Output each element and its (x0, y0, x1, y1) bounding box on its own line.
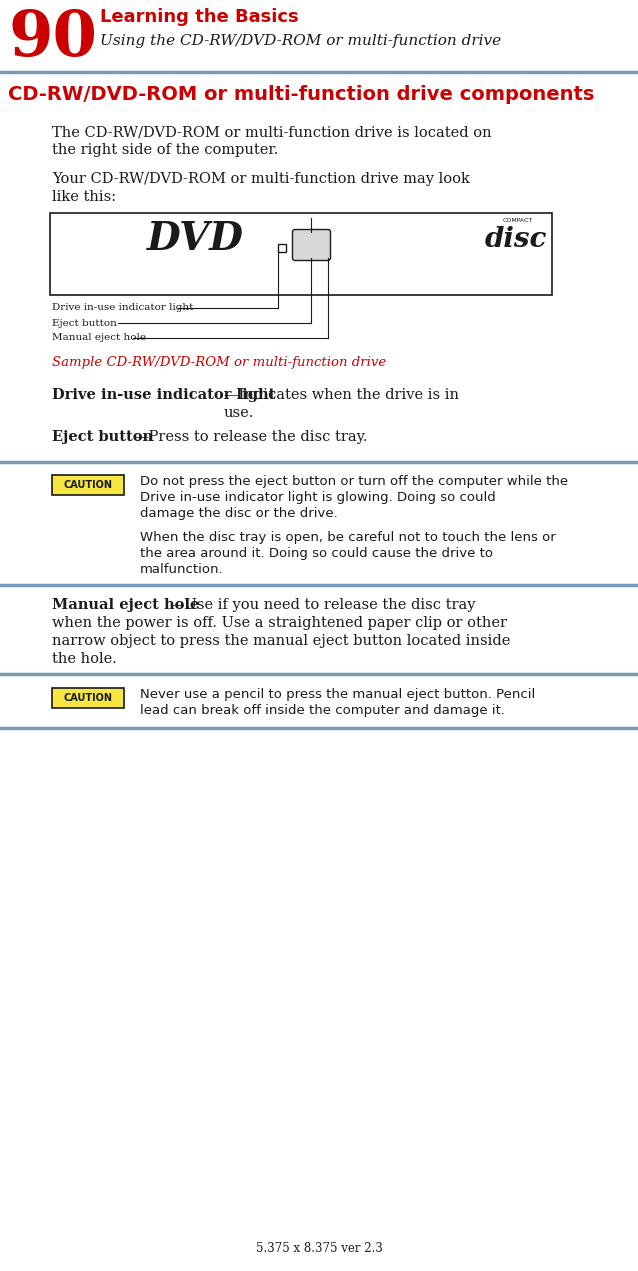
Text: Eject button: Eject button (52, 430, 153, 444)
Text: damage the disc or the drive.: damage the disc or the drive. (140, 507, 338, 520)
Bar (278, 244, 286, 252)
Text: Eject button: Eject button (52, 319, 117, 328)
Text: lead can break off inside the computer and damage it.: lead can break off inside the computer a… (140, 704, 505, 717)
Text: 90: 90 (8, 8, 97, 69)
Bar (50, 214, 552, 295)
Text: malfunction.: malfunction. (140, 563, 224, 576)
Text: Manual eject hole: Manual eject hole (52, 597, 199, 613)
Text: Drive in-use indicator light: Drive in-use indicator light (52, 304, 193, 313)
Text: —Press to release the disc tray.: —Press to release the disc tray. (134, 430, 367, 444)
Bar (52, 688, 124, 708)
Bar (52, 475, 124, 494)
Text: When the disc tray is open, be careful not to touch the lens or: When the disc tray is open, be careful n… (140, 531, 556, 544)
Text: narrow object to press the manual eject button located inside: narrow object to press the manual eject … (52, 634, 510, 648)
Text: Using the CD-RW/DVD-ROM or multi-function drive: Using the CD-RW/DVD-ROM or multi-functio… (100, 34, 501, 48)
Text: Drive in-use indicator light: Drive in-use indicator light (52, 388, 276, 402)
Text: DVD: DVD (147, 220, 244, 258)
Text: the right side of the computer.: the right side of the computer. (52, 144, 278, 158)
Text: CAUTION: CAUTION (64, 480, 112, 491)
Text: Sample CD-RW/DVD-ROM or multi-function drive: Sample CD-RW/DVD-ROM or multi-function d… (52, 356, 386, 369)
Text: CD-RW/DVD-ROM or multi-function drive components: CD-RW/DVD-ROM or multi-function drive co… (8, 85, 595, 104)
Text: —Indicates when the drive is in: —Indicates when the drive is in (224, 388, 459, 402)
Text: Never use a pencil to press the manual eject button. Pencil: Never use a pencil to press the manual e… (140, 688, 535, 702)
Text: Manual eject hole: Manual eject hole (52, 333, 146, 342)
Text: the area around it. Doing so could cause the drive to: the area around it. Doing so could cause… (140, 547, 493, 561)
Text: COMPACT: COMPACT (503, 219, 533, 222)
Text: —Use if you need to release the disc tray: —Use if you need to release the disc tra… (170, 597, 475, 613)
Text: Drive in-use indicator light is glowing. Doing so could: Drive in-use indicator light is glowing.… (140, 491, 496, 505)
Text: Learning the Basics: Learning the Basics (100, 8, 299, 25)
Text: disc: disc (485, 226, 547, 253)
Text: like this:: like this: (52, 189, 116, 205)
Text: Do not press the eject button or turn off the computer while the: Do not press the eject button or turn of… (140, 475, 568, 488)
Text: the hole.: the hole. (52, 652, 117, 666)
Text: when the power is off. Use a straightened paper clip or other: when the power is off. Use a straightene… (52, 616, 507, 630)
FancyBboxPatch shape (292, 230, 330, 261)
Text: 5.375 x 8.375 ver 2.3: 5.375 x 8.375 ver 2.3 (256, 1242, 382, 1254)
Text: The CD-RW/DVD-ROM or multi-function drive is located on: The CD-RW/DVD-ROM or multi-function driv… (52, 125, 492, 139)
Text: CAUTION: CAUTION (64, 693, 112, 703)
Text: Your CD-RW/DVD-ROM or multi-function drive may look: Your CD-RW/DVD-ROM or multi-function dri… (52, 172, 470, 186)
Text: use.: use. (224, 405, 255, 419)
